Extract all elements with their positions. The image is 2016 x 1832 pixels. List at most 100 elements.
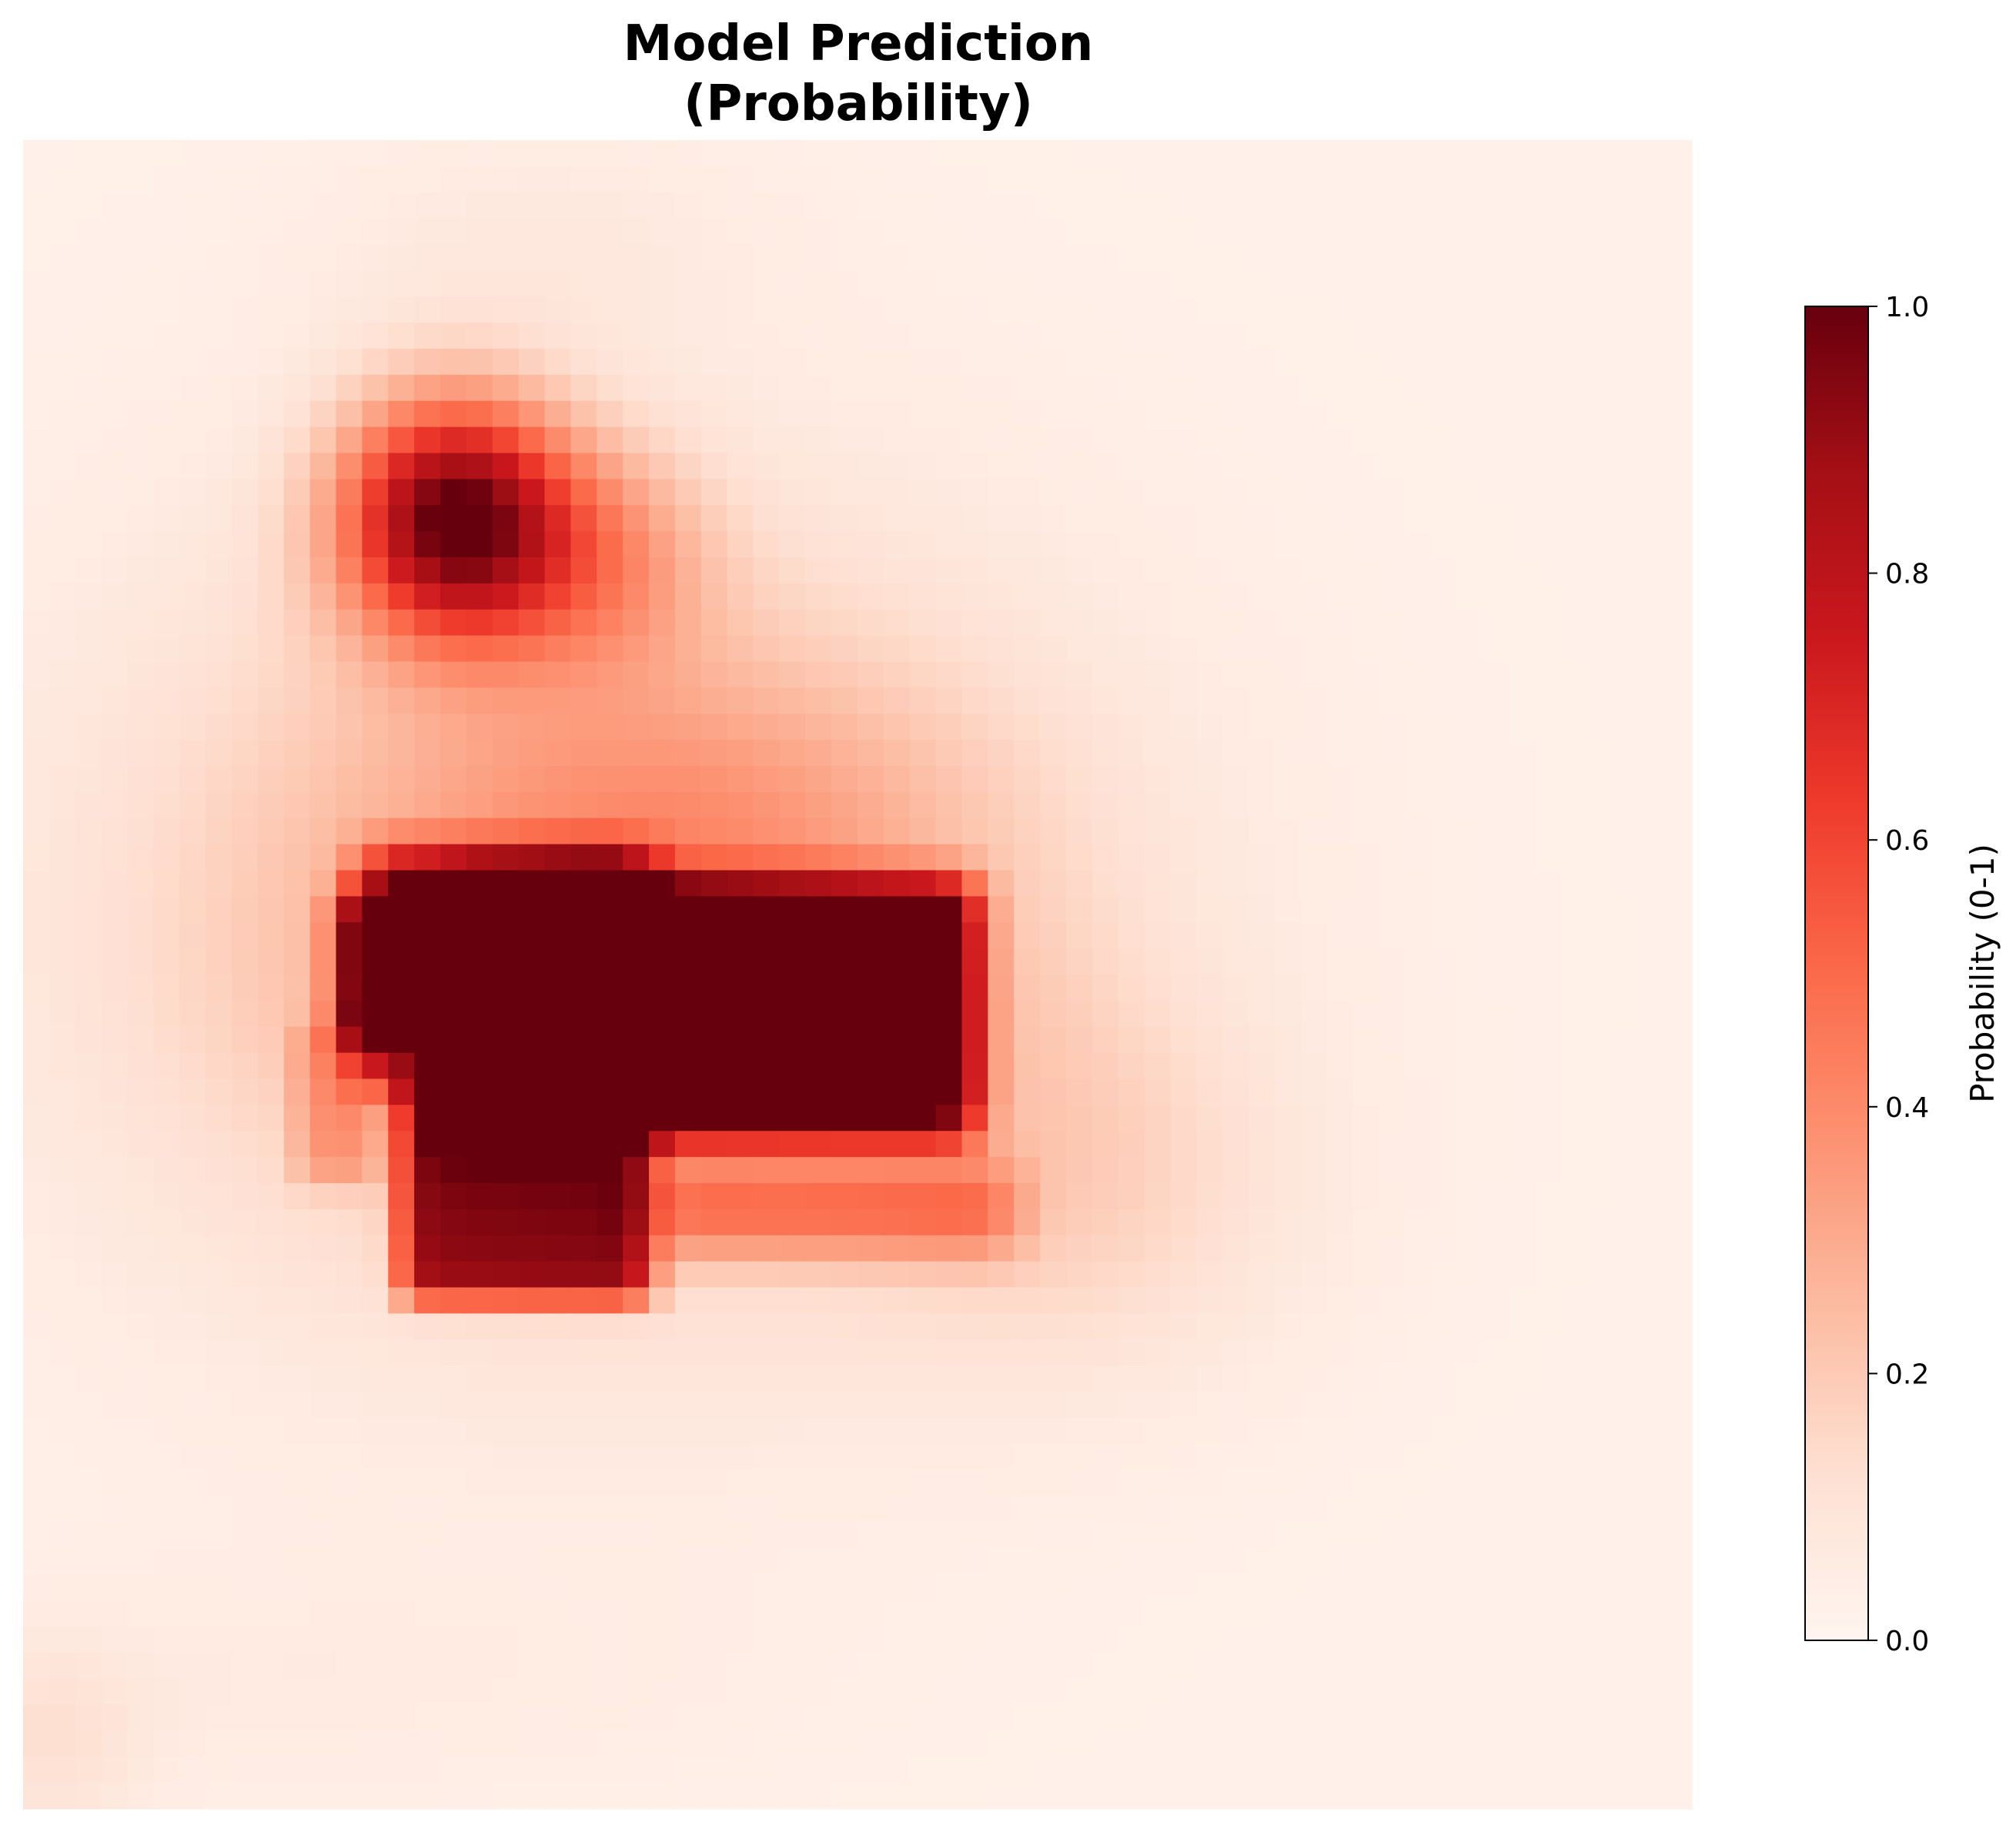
heatmap-cell [805, 635, 832, 663]
heatmap-cell [127, 323, 154, 349]
heatmap-cell [127, 557, 154, 584]
heatmap-cell [909, 1757, 937, 1784]
heatmap-cell [179, 1261, 206, 1289]
heatmap-cell [232, 1626, 259, 1653]
heatmap-cell [700, 1783, 728, 1810]
heatmap-cell [1640, 165, 1667, 193]
heatmap-cell [883, 1704, 911, 1731]
heatmap-cell [257, 270, 285, 297]
heatmap-cell [283, 479, 311, 506]
heatmap-cell [1405, 1417, 1432, 1445]
heatmap-cell [1561, 714, 1589, 740]
heatmap-cell [492, 1157, 520, 1184]
heatmap-cell [1561, 661, 1589, 688]
heatmap-cell [257, 1496, 285, 1523]
heatmap-cell [858, 1783, 884, 1810]
heatmap-cell [75, 1678, 102, 1706]
heatmap-cell [909, 1339, 937, 1366]
heatmap-cell [544, 1287, 571, 1314]
heatmap-cell [75, 948, 102, 975]
heatmap-cell [961, 296, 988, 323]
heatmap-cell [1561, 583, 1589, 610]
heatmap-cell [1352, 791, 1380, 819]
heatmap-cell [1587, 140, 1614, 167]
heatmap-cell [75, 844, 102, 871]
heatmap-cell [1613, 791, 1640, 819]
heatmap-cell [649, 948, 676, 975]
heatmap-cell [1249, 1183, 1275, 1210]
heatmap-cell [518, 1652, 546, 1680]
heatmap-cell [179, 1548, 206, 1575]
heatmap-cell [75, 1287, 102, 1314]
heatmap-cell [1431, 270, 1458, 297]
heatmap-cell [1457, 557, 1484, 584]
heatmap-cell [1118, 1105, 1145, 1132]
heatmap-cell [414, 1730, 441, 1757]
heatmap-cell [649, 1235, 676, 1262]
heatmap-cell [1066, 296, 1093, 323]
heatmap-cell [1379, 1366, 1406, 1392]
heatmap-cell [492, 975, 520, 1001]
heatmap-cell [1144, 975, 1172, 1001]
heatmap-cell [1300, 1443, 1328, 1471]
heatmap-cell [909, 1443, 937, 1471]
heatmap-cell [518, 1183, 546, 1210]
heatmap-cell [466, 635, 493, 663]
heatmap-cell [1092, 975, 1119, 1001]
heatmap-cell [935, 661, 963, 688]
heatmap-cell [1066, 975, 1093, 1001]
heatmap-cell [362, 270, 389, 297]
heatmap-cell [858, 1339, 884, 1366]
heatmap-cell [1405, 896, 1432, 923]
heatmap-cell [674, 1287, 702, 1314]
heatmap-cell [48, 244, 76, 271]
heatmap-cell [961, 218, 988, 246]
heatmap-cell [727, 1313, 754, 1340]
heatmap-cell [101, 1548, 129, 1575]
heatmap-cell [1092, 1131, 1119, 1158]
heatmap-cell [1431, 609, 1458, 637]
heatmap-cell [1014, 1443, 1041, 1471]
heatmap-cell [1326, 1443, 1354, 1471]
heatmap-cell [858, 1052, 884, 1080]
heatmap-cell [883, 1678, 911, 1706]
heatmap-cell [649, 844, 676, 871]
heatmap-cell [1222, 948, 1249, 975]
heatmap-cell [961, 1000, 988, 1028]
heatmap-cell [1587, 1704, 1614, 1731]
heatmap-cell [1326, 374, 1354, 402]
heatmap-cell [1196, 740, 1223, 767]
heatmap-cell [1249, 1131, 1275, 1158]
heatmap-cell [544, 817, 571, 845]
heatmap-cell [1509, 374, 1536, 402]
heatmap-cell [1222, 1183, 1249, 1210]
heatmap-cell [858, 1548, 884, 1575]
heatmap-cell [1326, 1757, 1354, 1784]
heatmap-cell [492, 661, 520, 688]
heatmap-cell [206, 1313, 232, 1340]
heatmap-cell [727, 583, 754, 610]
heatmap-cell [1613, 1209, 1640, 1236]
heatmap-cell [101, 1392, 129, 1419]
heatmap-cell [232, 400, 259, 428]
heatmap-cell [1300, 1783, 1328, 1810]
heatmap-cell [805, 714, 832, 740]
heatmap-cell [23, 1730, 50, 1757]
heatmap-cell [362, 1131, 389, 1158]
heatmap-cell [179, 896, 206, 923]
heatmap-cell [649, 661, 676, 688]
heatmap-cell [1118, 1183, 1145, 1210]
heatmap-cell [101, 635, 129, 663]
heatmap-cell [1535, 1105, 1563, 1132]
heatmap-cell [753, 1417, 780, 1445]
heatmap-cell [283, 740, 311, 767]
heatmap-cell [700, 896, 728, 923]
heatmap-cell [336, 975, 363, 1001]
heatmap-cell [23, 1000, 50, 1028]
heatmap-cell [440, 791, 467, 819]
heatmap-cell [309, 1704, 337, 1731]
heatmap-cell [1326, 1131, 1354, 1158]
heatmap-cell [1640, 1131, 1667, 1158]
heatmap-cell [1300, 1157, 1328, 1184]
heatmap-cell [1561, 505, 1589, 532]
